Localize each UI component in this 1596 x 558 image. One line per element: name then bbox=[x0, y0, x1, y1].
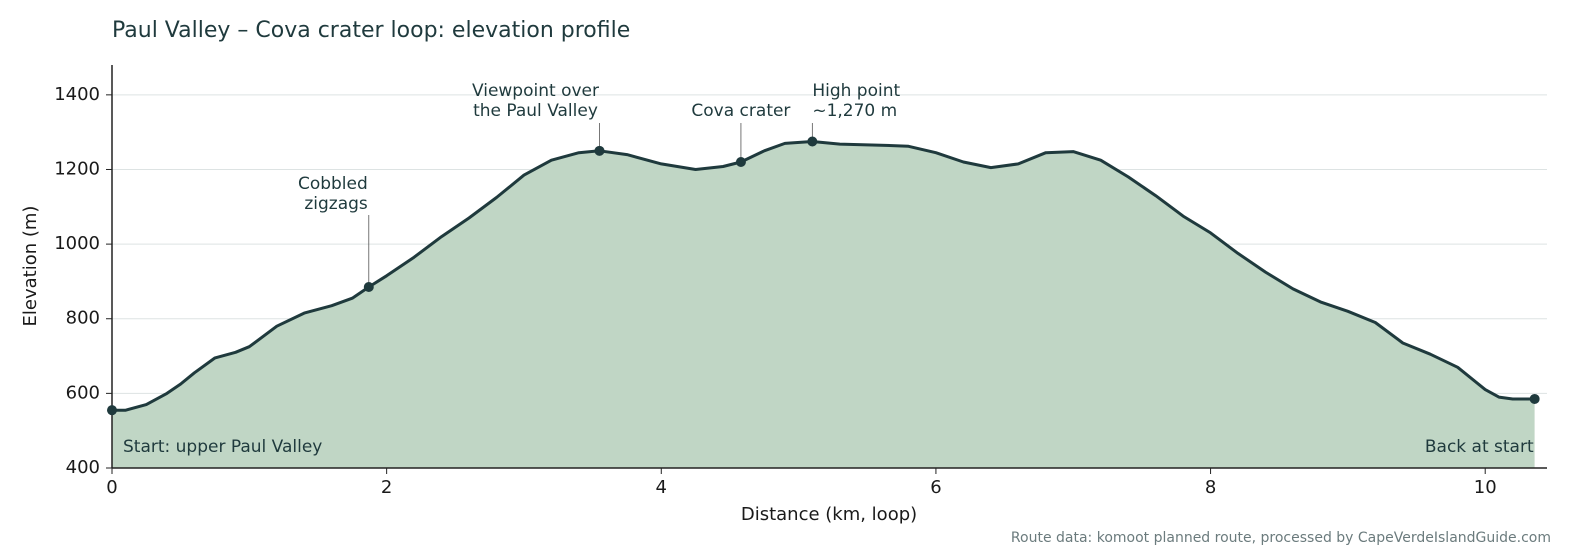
endpoint-marker bbox=[107, 405, 117, 416]
elevation-line bbox=[112, 140, 1535, 412]
y-tick-label: 1200 bbox=[54, 158, 100, 179]
annotation-marker bbox=[594, 145, 605, 156]
x-tick-label: 6 bbox=[930, 477, 941, 498]
x-tick-label: 2 bbox=[381, 477, 392, 498]
endpoint-marker bbox=[1529, 393, 1540, 404]
chart-title: Paul Valley – Cova crater loop: elevatio… bbox=[112, 18, 630, 43]
annotation-marker bbox=[735, 157, 746, 168]
annotation-text: Cobbled bbox=[298, 174, 368, 194]
y-axis-label: Elevation (m) bbox=[20, 206, 41, 327]
x-tick-label: 0 bbox=[106, 477, 117, 498]
annotation-marker bbox=[807, 136, 818, 147]
y-tick-label: 1400 bbox=[54, 84, 100, 105]
x-tick-label: 8 bbox=[1205, 477, 1216, 498]
x-tick-label: 4 bbox=[656, 477, 667, 498]
source-note: Route data: komoot planned route, proces… bbox=[1011, 530, 1551, 546]
y-tick-label: 400 bbox=[66, 457, 100, 478]
annotation-text: High point bbox=[812, 81, 900, 101]
start-label: Start: upper Paul Valley bbox=[123, 437, 322, 457]
area-fill bbox=[112, 141, 1535, 468]
annotation-text: Viewpoint over bbox=[472, 81, 599, 101]
end-label: Back at start bbox=[1425, 437, 1534, 457]
annotation-text: the Paul Valley bbox=[473, 101, 598, 121]
y-tick-label: 800 bbox=[66, 308, 100, 329]
annotation-text: Cova crater bbox=[691, 101, 790, 121]
annotation-marker bbox=[363, 282, 374, 293]
annotation-text: ~1,270 m bbox=[812, 101, 897, 121]
x-tick-label: 10 bbox=[1474, 477, 1497, 498]
y-tick-label: 600 bbox=[66, 382, 100, 403]
x-axis-label: Distance (km, loop) bbox=[741, 504, 917, 525]
annotation-text: zigzags bbox=[304, 194, 368, 214]
y-tick-label: 1000 bbox=[54, 233, 100, 254]
